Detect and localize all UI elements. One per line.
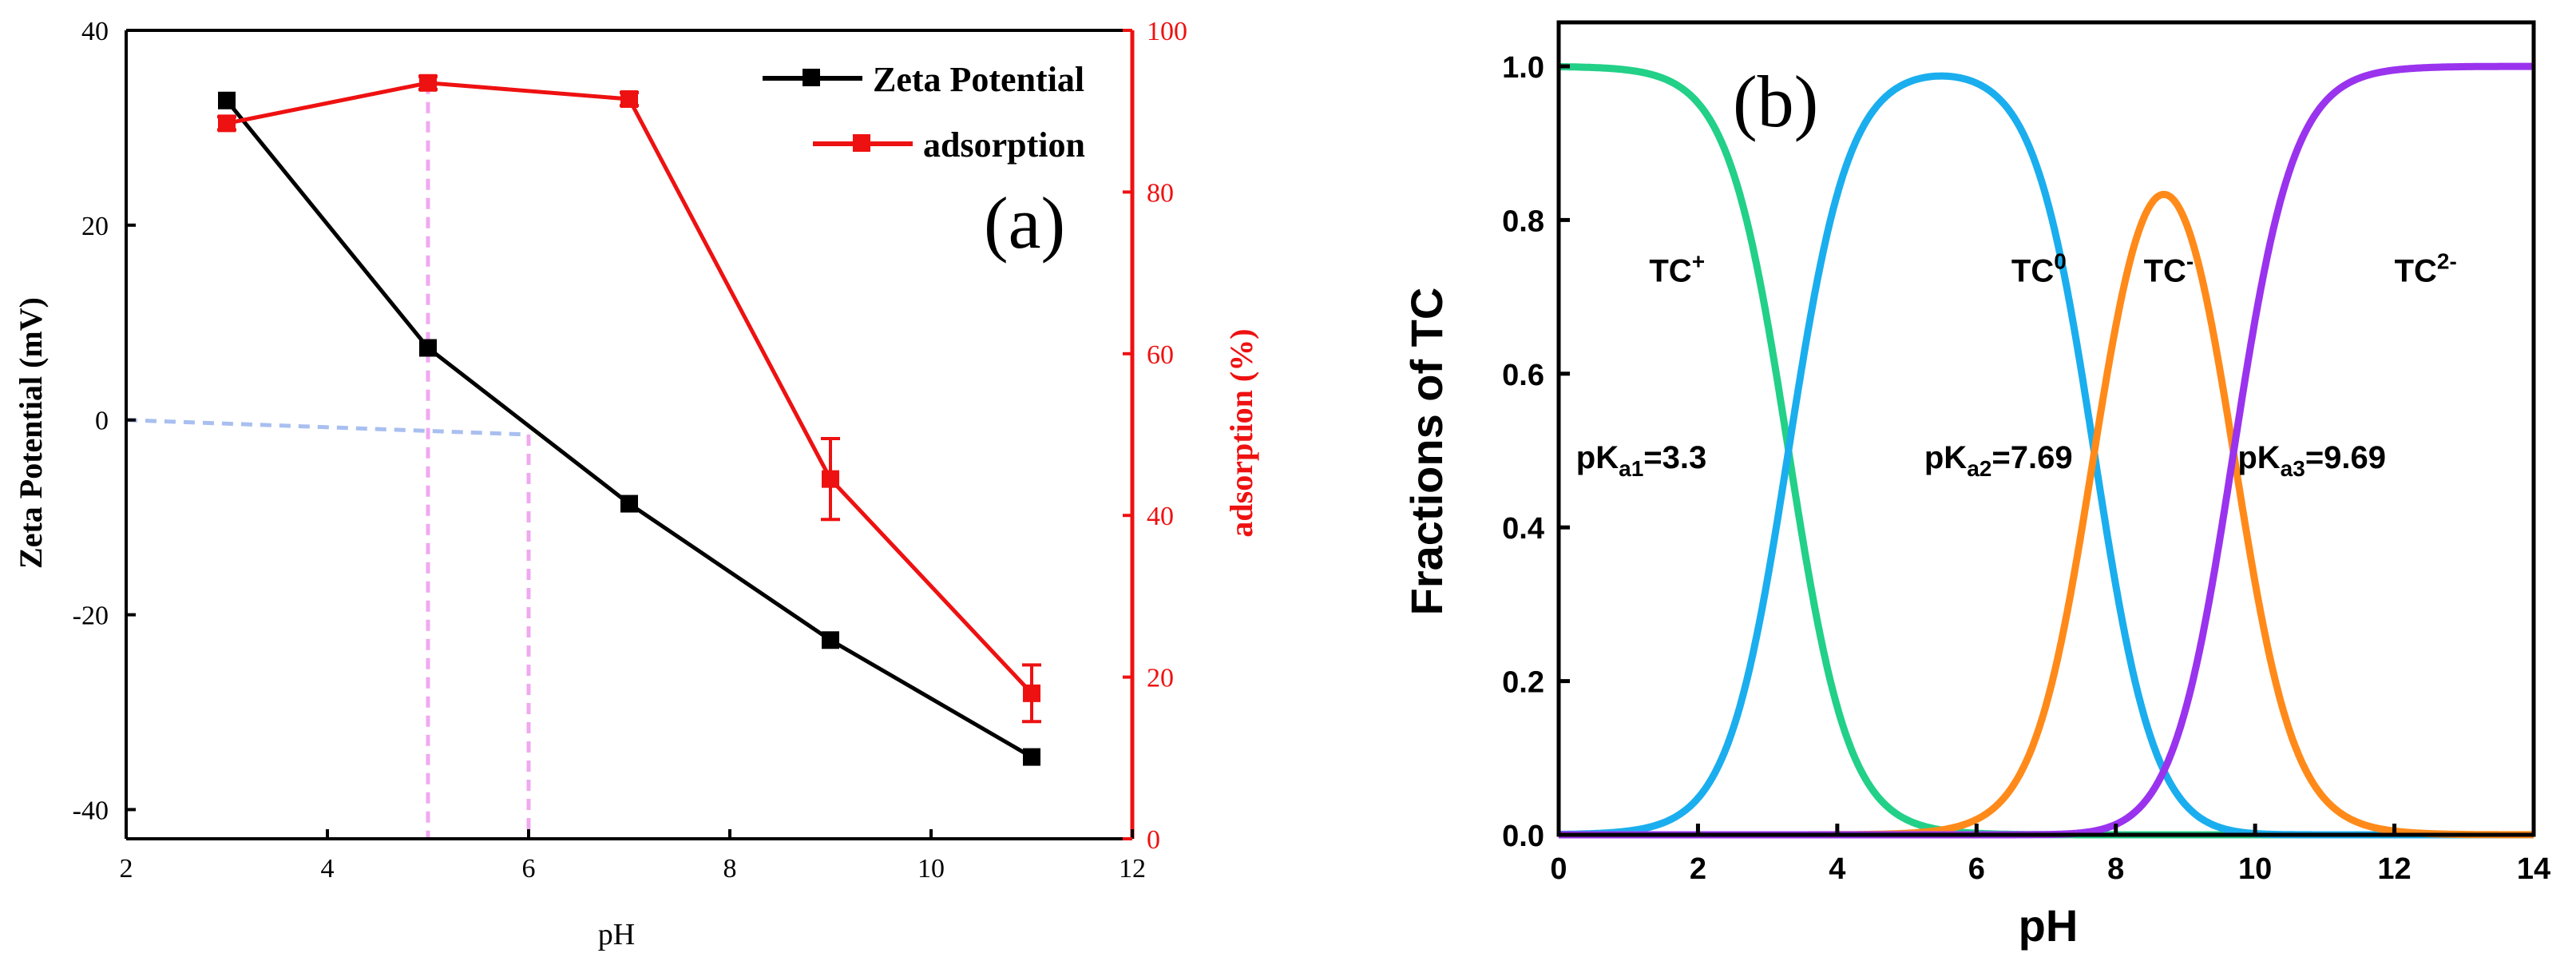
legend-label-adsorption: adsorption — [923, 125, 1085, 165]
species-label-2: TC- — [2144, 248, 2194, 288]
x-tick-label-10: 10 — [917, 854, 945, 884]
y-left-tick-label--20: -20 — [73, 602, 109, 631]
b-x-tick-label-8: 8 — [2107, 852, 2124, 886]
panel-a-legend: Zeta Potential adsorption — [763, 60, 1085, 165]
zeta-point-ph-5 — [419, 339, 437, 357]
y-right-tick-label-0: 0 — [1147, 825, 1160, 855]
b-x-tick-label-0: 0 — [1550, 852, 1567, 886]
fraction-curve-TCminus — [1556, 190, 2536, 839]
species-label-0: TC+ — [1649, 248, 1705, 288]
b-x-tick-label-6: 6 — [1968, 852, 1985, 886]
b-x-tick-label-10: 10 — [2238, 852, 2272, 886]
zeta-point-ph-11 — [1023, 748, 1040, 766]
b-y-tick-label-0.8: 0.8 — [1502, 205, 1544, 238]
b-y-tick-label-0.2: 0.2 — [1502, 666, 1544, 700]
b-x-tick-label-14: 14 — [2517, 852, 2550, 886]
y-left-tick-label-0: 0 — [95, 407, 109, 436]
panel-b-annotations: TC+ TC0 TC- TC2- pKa1=3.3 pKa2=7.69 pKa3=9.69 — [1576, 248, 2457, 481]
panel-a-label: (a) — [984, 182, 1065, 264]
panel-b-frame — [1556, 20, 2536, 837]
species-label-3: TC2- — [2395, 248, 2457, 288]
zero-guide-line — [125, 418, 529, 437]
b-y-tick-label-1: 1.0 — [1502, 51, 1544, 85]
x-tick-label-12: 12 — [1119, 854, 1146, 884]
adsorption-point-ph-9 — [822, 470, 839, 488]
y-left-tick-label-40: 40 — [81, 17, 109, 46]
panel-b-x-axis-label: pH — [2019, 900, 2079, 951]
panel-b-label: (b) — [1733, 61, 1818, 142]
zeta-point-ph-3 — [218, 91, 236, 109]
panel-a-right-axis-label: adsorption (%) — [1223, 328, 1259, 537]
panel-a-zeta-adsorption-chart: 2 4 6 8 10 12 40 20 0 -20 -40 0 20 40 60 80 100 Zeta Pot… — [13, 17, 1259, 951]
b-y-tick-label-0.4: 0.4 — [1502, 512, 1544, 546]
adsorption-point-ph-5 — [419, 73, 437, 92]
zeta-point-ph-9 — [822, 631, 839, 649]
panel-b-axes — [1556, 20, 2536, 837]
adsorption-point-ph-11 — [1023, 684, 1040, 702]
y-right-tick-label-20: 20 — [1147, 664, 1174, 693]
b-y-tick-label-0.6: 0.6 — [1502, 359, 1544, 392]
panel-a-guide-lines — [125, 82, 531, 839]
b-x-tick-label-4: 4 — [1829, 852, 1845, 886]
b-y-tick-label-0: 0.0 — [1502, 820, 1544, 853]
b-x-tick-label-2: 2 — [1690, 852, 1706, 886]
x-tick-label-4: 4 — [321, 854, 335, 884]
y-left-tick-label-20: 20 — [81, 212, 109, 241]
panel-b-y-axis-label: Fractions of TC — [1401, 288, 1452, 616]
legend-marker-zeta — [803, 69, 820, 86]
legend-label-zeta: Zeta Potential — [873, 60, 1084, 99]
y-right-tick-label-40: 40 — [1147, 502, 1174, 531]
panel-a-series — [217, 73, 1041, 766]
pka-label-2: pKa3=9.69 — [2237, 440, 2386, 481]
x-tick-label-8: 8 — [723, 854, 737, 884]
b-x-tick-label-12: 12 — [2377, 852, 2411, 886]
panel-b-tick-labels: 0 2 4 6 8 10 12 14 0.0 0.2 0.4 0.6 0.8 1.0 — [1502, 51, 2550, 886]
y-right-tick-label-60: 60 — [1147, 340, 1174, 370]
x-tick-label-6: 6 — [522, 854, 536, 884]
adsorption-line — [226, 81, 1033, 695]
y-left-tick-label--40: -40 — [73, 796, 109, 825]
legend-marker-adsorption — [853, 134, 870, 152]
zeta-point-ph-7 — [620, 494, 638, 513]
y-right-tick-label-80: 80 — [1147, 178, 1174, 208]
adsorption-point-ph-7 — [620, 90, 638, 109]
panel-a-axes — [125, 29, 1135, 840]
species-label-1: TC0 — [2011, 248, 2067, 288]
y-right-tick-label-100: 100 — [1147, 17, 1187, 46]
pka-label-1: pKa2=7.69 — [1924, 440, 2073, 481]
panel-a-x-axis-label: pH — [598, 918, 635, 951]
pka-label-0: pKa1=3.3 — [1576, 440, 1706, 481]
panel-a-tick-labels: 2 4 6 8 10 12 40 20 0 -20 -40 0 20 40 60 80 100 — [73, 17, 1187, 884]
panel-b-speciation-chart: 0 2 4 6 8 10 12 140.00.20.40.60.81.0 TC+ TC0 TC- T… — [1401, 20, 2550, 951]
adsorption-point-ph-3 — [218, 114, 236, 133]
panel-a-left-axis-label: Zeta Potential (mV) — [13, 297, 49, 569]
x-tick-label-2: 2 — [120, 854, 133, 884]
